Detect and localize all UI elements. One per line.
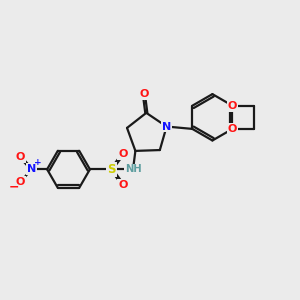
Text: O: O <box>228 101 237 111</box>
Text: O: O <box>118 149 128 159</box>
Text: O: O <box>16 152 25 162</box>
Text: N: N <box>27 164 36 174</box>
Text: NH: NH <box>125 164 141 174</box>
Text: O: O <box>139 89 148 99</box>
Text: N: N <box>162 122 171 131</box>
Text: O: O <box>118 180 128 190</box>
Text: O: O <box>16 177 25 187</box>
Text: −: − <box>9 181 20 194</box>
Text: +: + <box>34 158 42 167</box>
Text: S: S <box>107 163 116 176</box>
Text: O: O <box>228 124 237 134</box>
